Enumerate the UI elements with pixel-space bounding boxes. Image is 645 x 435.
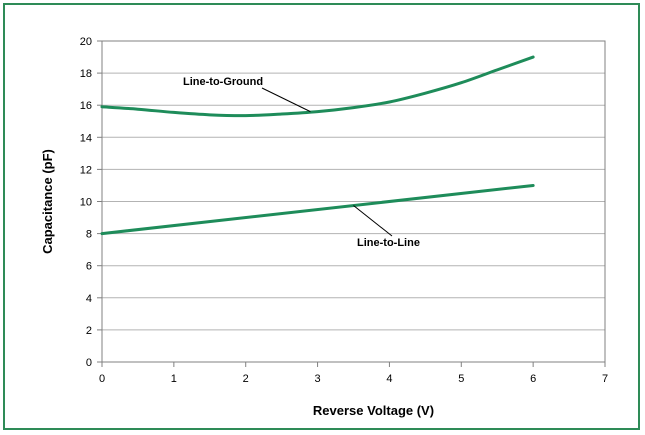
- y-tick-label: 6: [86, 261, 92, 273]
- y-tick-label: 0: [86, 357, 92, 369]
- y-tick-label: 2: [86, 325, 92, 337]
- y-tick-label: 18: [80, 68, 92, 80]
- x-tick-label: 3: [315, 373, 321, 385]
- y-tick-label: 14: [80, 132, 92, 144]
- annotation-label: Line-to-Ground: [183, 76, 263, 88]
- x-tick-label: 2: [243, 373, 249, 385]
- series-line-line-to-line: [100, 183, 535, 236]
- y-axis-title: Capacitance (pF): [40, 149, 55, 254]
- y-tick-label: 12: [80, 164, 92, 176]
- annotation-leader-line: [261, 87, 311, 113]
- x-axis-title: Reverse Voltage (V): [313, 403, 434, 418]
- x-tick-label: 7: [602, 373, 608, 385]
- y-tick-label: 10: [80, 197, 92, 209]
- x-tick-label: 4: [386, 373, 392, 385]
- x-tick-label: 0: [99, 373, 105, 385]
- y-tick-label: 4: [86, 293, 92, 305]
- y-tick-label: 20: [80, 36, 92, 48]
- annotation-leader-line: [353, 205, 393, 237]
- y-tick-label: 16: [80, 100, 92, 112]
- y-tick-label: 8: [86, 229, 92, 241]
- x-tick-label: 5: [458, 373, 464, 385]
- x-tick-label: 6: [530, 373, 536, 385]
- x-tick-label: 1: [171, 373, 177, 385]
- annotation-label: Line-to-Line: [357, 237, 420, 249]
- chart-frame: [3, 3, 640, 430]
- series-line-line-to-ground: [100, 55, 535, 118]
